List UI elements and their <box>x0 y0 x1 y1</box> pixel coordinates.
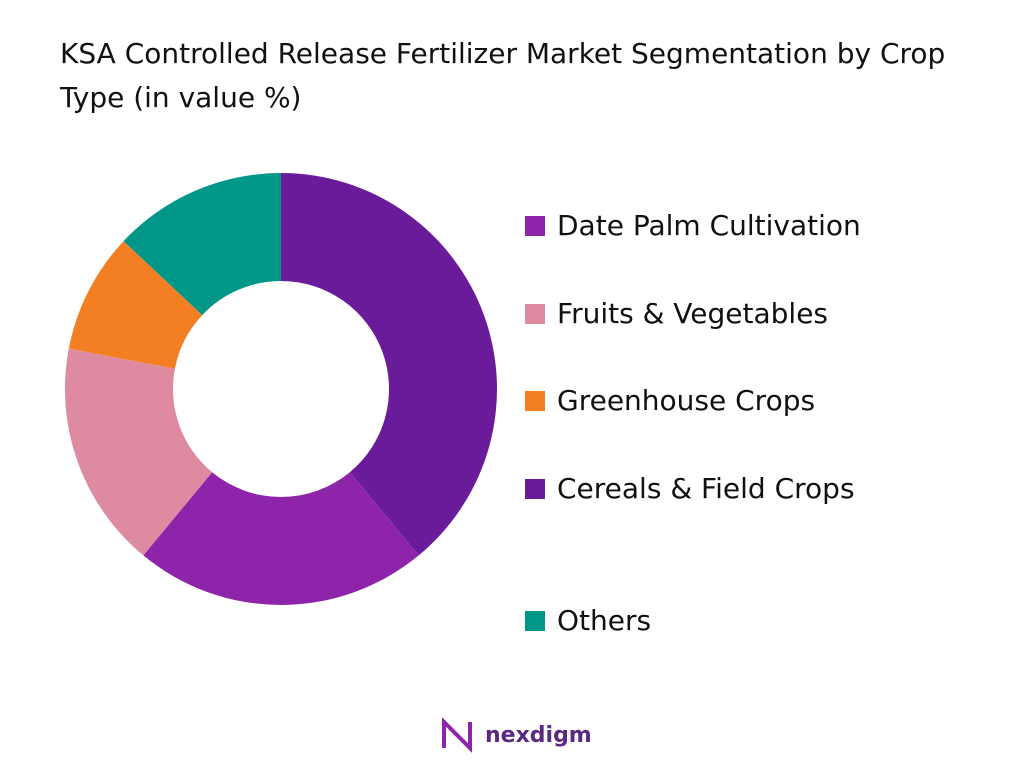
legend-swatch <box>525 304 545 324</box>
legend-swatch <box>525 479 545 499</box>
chart-title: KSA Controlled Release Fertilizer Market… <box>60 37 946 114</box>
logo-icon <box>442 717 472 753</box>
logo: nexdigm <box>485 723 592 748</box>
slice <box>281 173 497 556</box>
legend-swatch <box>525 391 545 411</box>
legend-swatch <box>525 216 545 236</box>
slice <box>65 348 213 556</box>
legend-label: Cereals & Field Crops <box>557 472 855 505</box>
slice <box>143 472 419 605</box>
slice <box>123 173 281 316</box>
legend-label: Others <box>557 604 651 637</box>
legend-label: Fruits & Vegetables <box>557 297 828 330</box>
legend-swatch <box>525 611 545 631</box>
legend-label: Date Palm Cultivation <box>557 209 861 242</box>
slice <box>68 241 203 369</box>
legend-label: Greenhouse Crops <box>557 384 815 417</box>
